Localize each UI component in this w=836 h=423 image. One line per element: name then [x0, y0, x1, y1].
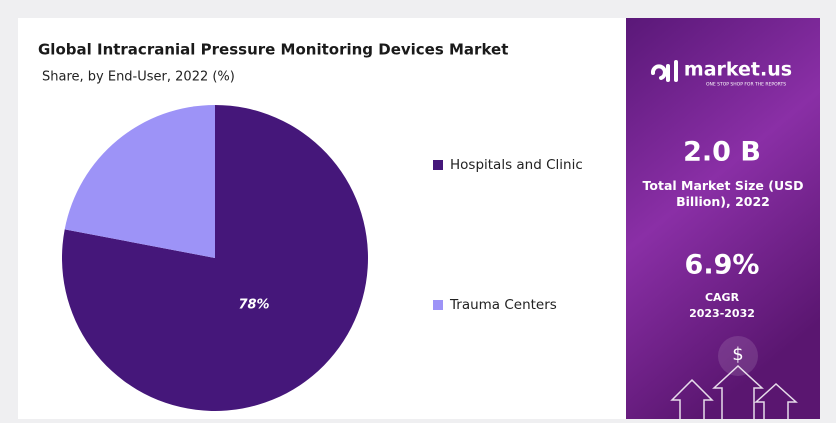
- legend-swatch: [433, 160, 443, 170]
- cagr-label: CAGR: [705, 291, 740, 304]
- side-panel: [626, 18, 820, 419]
- chart-subtitle: Share, by End-User, 2022 (%): [42, 70, 235, 85]
- brand: market.us: [684, 59, 792, 81]
- dollar-icon: $: [732, 344, 743, 365]
- legend-label: Hospitals and Clinic: [450, 157, 583, 173]
- legend-swatch: [433, 300, 443, 310]
- market-size-label: Total Market Size (USD Billion), 2022: [642, 178, 804, 209]
- market-size: 2.0 B: [683, 137, 761, 168]
- tagline: ONE STOP SHOP FOR THE REPORTS: [706, 82, 786, 88]
- legend: Hospitals and Clinic Trauma Centers: [433, 157, 583, 313]
- chart-title: Global Intracranial Pressure Monitoring …: [38, 41, 508, 59]
- logo-icon: [651, 60, 678, 82]
- cagr: 6.9%: [685, 250, 760, 281]
- slice-label: 78%: [238, 298, 269, 313]
- legend-label: Trauma Centers: [449, 297, 557, 313]
- growth-arrows: [670, 364, 798, 419]
- pie-slice: [64, 105, 215, 258]
- pie: 78%: [62, 105, 368, 411]
- icon-circle: [718, 336, 758, 376]
- market-size-label-box: Total Market Size (USD Billion), 2022: [642, 178, 804, 209]
- cagr-period: 2023-2032: [689, 307, 755, 320]
